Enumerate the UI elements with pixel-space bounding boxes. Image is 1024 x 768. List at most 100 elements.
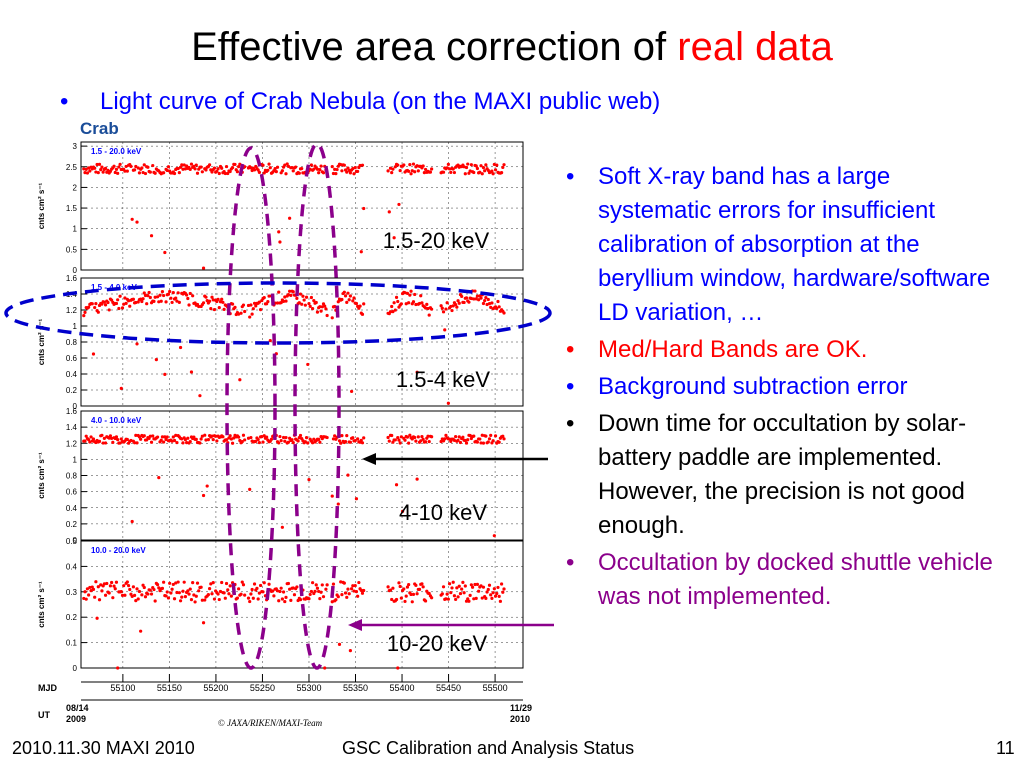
footer-center: GSC Calibration and Analysis Status [342, 738, 635, 758]
data-point [224, 438, 229, 442]
band-annotation: 10-20 keV [387, 631, 488, 656]
data-point [169, 591, 173, 595]
data-point [470, 585, 475, 589]
data-point [445, 166, 449, 170]
data-point [146, 165, 150, 169]
data-point [155, 295, 160, 299]
data-point [280, 597, 284, 601]
data-point [454, 434, 458, 439]
data-point [394, 597, 399, 602]
data-point [298, 433, 303, 438]
data-point [475, 582, 480, 586]
data-point [286, 164, 291, 168]
data-point [228, 584, 232, 588]
data-point [83, 310, 87, 314]
data-point [340, 169, 344, 173]
data-point [91, 437, 96, 441]
data-point [237, 312, 241, 316]
data-point [351, 167, 355, 171]
data-point [162, 293, 166, 298]
data-point [352, 296, 356, 300]
data-point [446, 597, 450, 601]
bullet-dot: • [566, 549, 575, 576]
data-point [180, 437, 184, 441]
data-point [411, 300, 416, 304]
data-point [342, 581, 346, 585]
data-point [226, 588, 230, 592]
data-point [411, 592, 416, 596]
ut-axis-label: UT [38, 710, 50, 720]
data-point [487, 583, 492, 587]
data-point [197, 589, 201, 593]
data-point [307, 597, 311, 601]
data-point [230, 441, 235, 445]
data-point [347, 592, 351, 596]
data-point [324, 587, 328, 591]
data-point [460, 587, 464, 591]
data-point [143, 595, 148, 599]
data-point [304, 295, 309, 299]
data-point [333, 434, 337, 438]
data-point [416, 435, 420, 439]
data-point [464, 599, 469, 603]
data-point [311, 306, 315, 311]
data-point [250, 312, 254, 316]
occultation-ellipse-left [225, 146, 277, 670]
data-point [255, 586, 259, 590]
data-point [479, 584, 483, 588]
data-point [457, 584, 461, 588]
data-point [141, 170, 145, 175]
data-point [291, 586, 295, 590]
data-point [489, 593, 493, 597]
data-point [220, 580, 224, 585]
data-point [477, 589, 481, 593]
data-point [336, 595, 340, 599]
data-point [407, 441, 411, 445]
data-point [464, 296, 469, 300]
data-point [474, 297, 478, 301]
data-point [473, 582, 477, 587]
data-point [262, 434, 266, 438]
data-point [171, 291, 175, 295]
data-point [267, 294, 271, 298]
data-point [362, 436, 366, 440]
data-point [229, 594, 233, 598]
data-point [477, 298, 481, 302]
data-point [176, 291, 180, 295]
band-annotation: 1.5-4 keV [396, 367, 490, 392]
data-point [248, 315, 252, 319]
data-point [354, 497, 359, 501]
data-point [445, 301, 449, 305]
slide-title: Effective area correction of real data [0, 22, 1024, 72]
data-point [246, 303, 251, 308]
data-point [408, 293, 412, 297]
data-point [343, 591, 348, 595]
data-point [103, 303, 108, 307]
data-point [97, 439, 102, 444]
data-point [284, 299, 288, 303]
y-tick-label: 1.5 [66, 204, 78, 213]
data-point [119, 386, 123, 390]
data-point [251, 596, 255, 600]
data-point [481, 301, 486, 306]
data-point [451, 304, 455, 308]
data-point [414, 583, 418, 587]
data-point [430, 596, 434, 600]
data-point [333, 167, 337, 172]
data-point [249, 166, 253, 170]
data-point [360, 163, 365, 167]
data-point [261, 163, 265, 167]
ut-end-year: 2010 [510, 714, 530, 724]
data-point [174, 433, 178, 438]
data-point [421, 585, 425, 589]
data-point [164, 437, 168, 442]
data-point [360, 591, 365, 595]
data-point [152, 587, 156, 592]
data-point [387, 210, 391, 214]
data-point [502, 437, 506, 441]
data-point [119, 437, 123, 441]
data-point [126, 583, 131, 588]
data-point [162, 440, 166, 444]
data-point [261, 590, 265, 594]
data-point [155, 435, 160, 439]
